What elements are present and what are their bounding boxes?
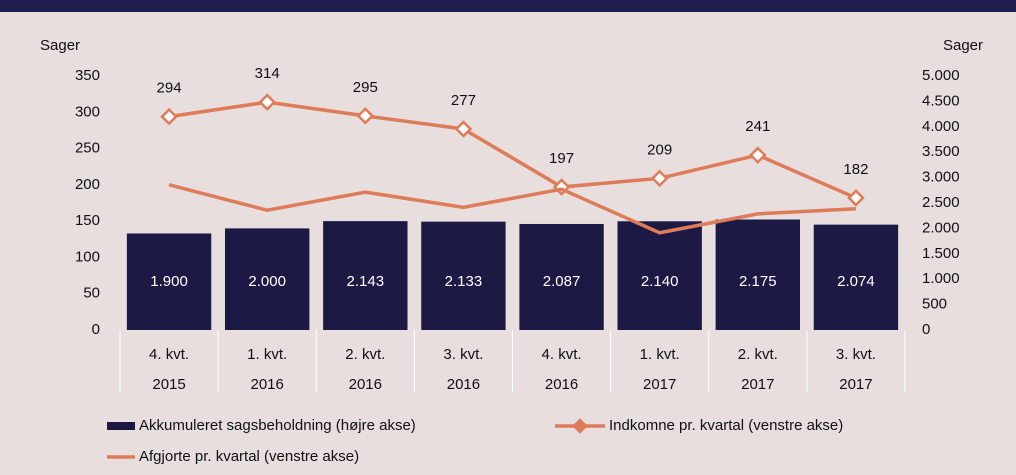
y-tick-label: 300: [75, 103, 100, 120]
y-axis-label: Sager: [40, 37, 80, 54]
y2-tick-label: 3.500: [922, 143, 960, 160]
marker: [160, 107, 178, 126]
x-tick-label: 2016: [251, 376, 284, 393]
bar-value-label: 2.143: [347, 273, 385, 290]
bar: [715, 219, 801, 330]
legend-label: Afgjorte pr. kvartal (venstre akse): [139, 448, 359, 465]
y2-tick-label: 500: [922, 296, 947, 313]
y2-tick-label: 5.000: [922, 67, 960, 84]
bar: [126, 233, 212, 330]
x-tick-label: 4. kvt.: [149, 346, 189, 363]
data-label: 277: [451, 92, 476, 109]
marker: [847, 189, 865, 207]
x-tick-label: 2016: [545, 376, 578, 393]
marker: [356, 107, 375, 125]
y2-tick-label: 1.500: [922, 245, 960, 262]
line: [168, 183, 857, 235]
y-tick-label: 150: [75, 212, 100, 229]
bar-value-label: 2.175: [739, 273, 777, 290]
x-tick-label: 2. kvt.: [345, 346, 385, 363]
x-tick-label: 1. kvt.: [247, 346, 287, 363]
y-tick-label: 100: [75, 248, 100, 265]
bar-value-label: 2.000: [248, 273, 286, 290]
header-band: [0, 0, 1016, 12]
y-tick-label: 50: [83, 285, 100, 302]
x-tick-label: 2017: [741, 376, 774, 393]
data-label: 209: [647, 141, 672, 158]
legend-marker: [572, 418, 588, 434]
y-tick-label: 0: [92, 321, 100, 338]
y2-tick-label: 4.500: [922, 92, 960, 109]
bar: [224, 228, 310, 330]
x-tick-label: 4. kvt.: [542, 346, 582, 363]
data-label: 294: [157, 80, 182, 97]
bar-value-label: 2.074: [837, 273, 875, 290]
marker: [749, 146, 767, 164]
y2-tick-label: 2.000: [922, 219, 960, 236]
data-label: 197: [549, 150, 574, 167]
marker: [454, 120, 473, 138]
y2-tick-label: 2.500: [922, 194, 960, 211]
x-tick-label: 2016: [349, 376, 382, 393]
x-tick-label: 2017: [839, 376, 872, 393]
marker: [650, 169, 669, 188]
legend-swatch: [107, 422, 135, 430]
bar: [617, 221, 702, 330]
y2-tick-label: 0: [922, 321, 930, 338]
x-tick-label: 2017: [643, 376, 676, 393]
y2-tick-label: 1.000: [922, 270, 960, 287]
y-tick-label: 350: [75, 67, 100, 84]
x-tick-label: 2015: [152, 376, 185, 393]
x-tick-label: 2. kvt.: [738, 346, 778, 363]
y2-axis-label: Sager: [943, 37, 983, 54]
bar-value-label: 1.900: [150, 273, 188, 290]
y2-tick-label: 3.000: [922, 169, 960, 186]
x-tick-label: 3. kvt.: [443, 346, 483, 363]
bar-value-label: 2.087: [543, 273, 581, 290]
bar: [323, 221, 408, 330]
data-label: 314: [255, 65, 280, 82]
data-label: 295: [353, 79, 378, 96]
legend-label: Indkomne pr. kvartal (venstre akse): [609, 417, 843, 434]
x-tick-label: 2016: [447, 376, 480, 393]
bar-value-label: 2.140: [641, 273, 679, 290]
y-tick-label: 250: [75, 140, 100, 157]
bar: [519, 223, 604, 330]
bar: [421, 221, 506, 330]
data-label: 241: [745, 118, 770, 135]
legend-label: Akkumuleret sagsbeholdning (højre akse): [139, 417, 416, 434]
x-tick-label: 3. kvt.: [836, 346, 876, 363]
x-tick-label: 1. kvt.: [640, 346, 680, 363]
line: [168, 100, 857, 200]
bar-value-label: 2.133: [445, 273, 483, 290]
marker: [258, 93, 276, 111]
y-tick-label: 200: [75, 176, 100, 193]
bar: [813, 224, 899, 330]
y2-tick-label: 4.000: [922, 118, 960, 135]
data-label: 182: [843, 161, 868, 178]
